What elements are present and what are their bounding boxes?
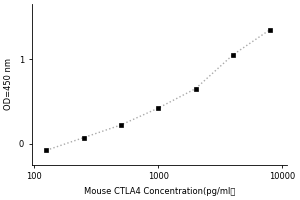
X-axis label: Mouse CTLA4 Concentration(pg/ml）: Mouse CTLA4 Concentration(pg/ml） [84, 187, 235, 196]
Y-axis label: OD=450 nm: OD=450 nm [4, 58, 13, 110]
